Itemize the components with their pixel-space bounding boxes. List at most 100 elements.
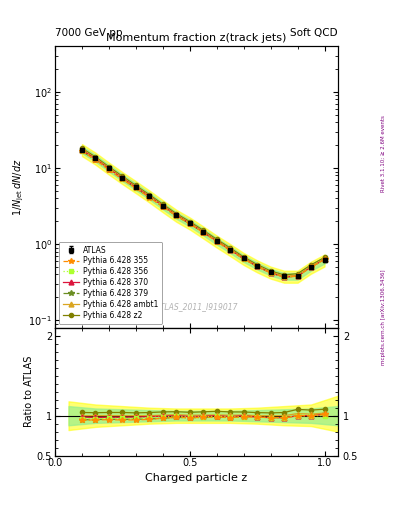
Line: Pythia 6.428 370: Pythia 6.428 370 [79,147,327,280]
Pythia 6.428 356 [282,274,286,280]
Pythia 6.428 370 [187,220,192,226]
Pythia 6.428 ambt1 [255,263,259,269]
Pythia 6.428 355 [309,264,313,270]
Pythia 6.428 355 [147,195,152,201]
Pythia 6.428 379 [268,270,273,276]
Text: 7000 GeV pp: 7000 GeV pp [55,28,123,38]
Pythia 6.428 379 [80,148,84,154]
Pythia 6.428 ambt1 [187,220,192,226]
Pythia 6.428 356 [107,166,111,173]
Line: Pythia 6.428 379: Pythia 6.428 379 [79,148,327,280]
Title: Momentum fraction z(track jets): Momentum fraction z(track jets) [107,33,286,42]
Pythia 6.428 355 [120,176,125,182]
Pythia 6.428 355 [228,247,233,253]
Pythia 6.428 355 [134,185,138,191]
Pythia 6.428 ambt1 [160,202,165,208]
Pythia 6.428 ambt1 [309,263,313,269]
Pythia 6.428 356 [147,194,152,200]
Pythia 6.428 ambt1 [241,255,246,261]
Pythia 6.428 355 [80,148,84,155]
Pythia 6.428 356 [80,148,84,154]
Pythia 6.428 356 [322,257,327,263]
Pythia 6.428 z2 [282,272,286,278]
Pythia 6.428 z2 [228,245,233,251]
Pythia 6.428 370 [268,270,273,276]
Pythia 6.428 ambt1 [322,256,327,262]
Pythia 6.428 z2 [80,145,84,152]
Pythia 6.428 370 [107,166,111,172]
Pythia 6.428 z2 [147,191,152,198]
Pythia 6.428 z2 [214,236,219,242]
Pythia 6.428 ambt1 [214,238,219,244]
Pythia 6.428 356 [214,238,219,244]
Pythia 6.428 355 [174,213,179,219]
Pythia 6.428 ambt1 [107,165,111,171]
Pythia 6.428 z2 [120,173,125,179]
Pythia 6.428 370 [93,156,98,162]
Pythia 6.428 370 [214,238,219,244]
Line: Pythia 6.428 356: Pythia 6.428 356 [79,148,327,280]
Text: mcplots.cern.ch [arXiv:1306.3436]: mcplots.cern.ch [arXiv:1306.3436] [381,270,386,365]
Pythia 6.428 z2 [107,164,111,170]
Pythia 6.428 z2 [268,268,273,274]
Pythia 6.428 379 [282,274,286,280]
Pythia 6.428 379 [93,157,98,163]
Text: Soft QCD: Soft QCD [290,28,338,38]
Pythia 6.428 370 [309,264,313,270]
Pythia 6.428 370 [80,147,84,153]
Pythia 6.428 379 [147,194,152,200]
Pythia 6.428 370 [160,203,165,209]
Pythia 6.428 355 [187,221,192,227]
Pythia 6.428 z2 [201,227,206,233]
Pythia 6.428 379 [295,273,300,279]
Line: Pythia 6.428 z2: Pythia 6.428 z2 [80,146,327,277]
Pythia 6.428 379 [214,239,219,245]
Pythia 6.428 355 [160,204,165,210]
Pythia 6.428 356 [160,203,165,209]
Pythia 6.428 379 [309,264,313,270]
Pythia 6.428 z2 [134,182,138,188]
Pythia 6.428 356 [295,273,300,279]
Pythia 6.428 356 [309,264,313,270]
Pythia 6.428 z2 [241,254,246,260]
Pythia 6.428 379 [120,176,125,182]
Text: Rivet 3.1.10; ≥ 2.6M events: Rivet 3.1.10; ≥ 2.6M events [381,115,386,192]
Pythia 6.428 ambt1 [134,184,138,190]
Pythia 6.428 356 [255,263,259,269]
Pythia 6.428 356 [174,212,179,219]
Pythia 6.428 356 [228,247,233,253]
Pythia 6.428 355 [322,257,327,263]
Pythia 6.428 355 [282,274,286,280]
Pythia 6.428 370 [282,274,286,280]
Pythia 6.428 370 [295,273,300,279]
Pythia 6.428 370 [134,184,138,190]
Pythia 6.428 379 [228,247,233,253]
Pythia 6.428 370 [147,193,152,199]
Pythia 6.428 356 [268,270,273,276]
Pythia 6.428 ambt1 [201,228,206,234]
Pythia 6.428 ambt1 [295,272,300,279]
Pythia 6.428 379 [134,185,138,191]
Pythia 6.428 356 [241,256,246,262]
Pythia 6.428 355 [107,167,111,173]
Pythia 6.428 370 [255,263,259,269]
Pythia 6.428 356 [201,229,206,236]
Pythia 6.428 z2 [187,219,192,225]
Pythia 6.428 355 [214,239,219,245]
Pythia 6.428 356 [187,220,192,226]
Pythia 6.428 z2 [295,270,300,276]
Pythia 6.428 ambt1 [80,146,84,153]
Pythia 6.428 370 [241,255,246,262]
Pythia 6.428 356 [134,185,138,191]
Line: Pythia 6.428 355: Pythia 6.428 355 [79,148,327,280]
Pythia 6.428 355 [268,270,273,276]
Y-axis label: Ratio to ATLAS: Ratio to ATLAS [24,356,34,428]
Pythia 6.428 ambt1 [282,273,286,279]
Pythia 6.428 ambt1 [228,246,233,252]
Pythia 6.428 ambt1 [120,175,125,181]
Pythia 6.428 ambt1 [268,269,273,275]
Pythia 6.428 379 [241,256,246,262]
Pythia 6.428 ambt1 [93,155,98,161]
Pythia 6.428 z2 [255,262,259,268]
Pythia 6.428 ambt1 [174,212,179,218]
